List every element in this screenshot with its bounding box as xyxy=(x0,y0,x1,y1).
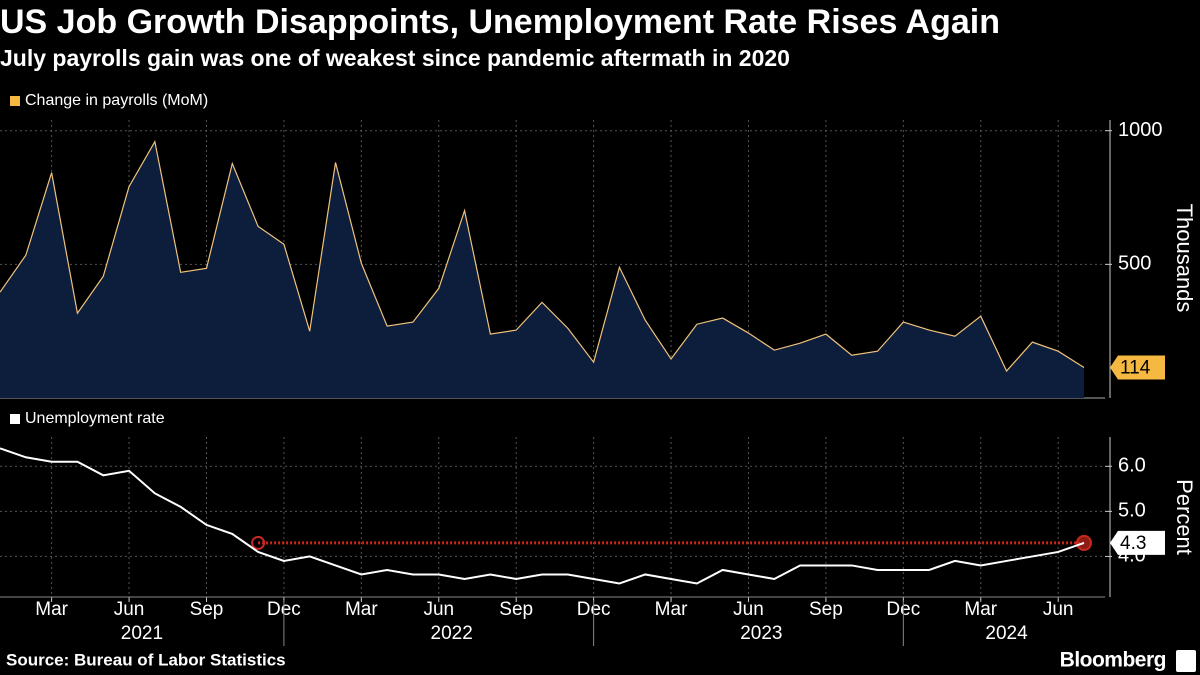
x-year-label: 2022 xyxy=(431,623,473,644)
x-tick-label: Sep xyxy=(499,599,533,620)
y-tick-label: 5.0 xyxy=(1118,500,1146,522)
legend-swatch xyxy=(10,96,20,106)
y-axis-label: Thousands xyxy=(1172,204,1197,313)
y-tick-label: 6.0 xyxy=(1118,455,1146,477)
area xyxy=(0,141,1084,398)
x-tick-label: Mar xyxy=(35,599,68,620)
x-tick-label: Jun xyxy=(423,599,454,620)
legend-swatch xyxy=(10,414,20,424)
last-value-label: 4.3 xyxy=(1120,533,1146,554)
y-axis-label: Percent xyxy=(1172,479,1197,555)
x-year-label: 2021 xyxy=(121,623,163,644)
legend-label: Change in payrolls (MoM) xyxy=(25,92,208,109)
x-tick-label: Jun xyxy=(1043,599,1074,620)
source: Source: Bureau of Labor Statistics xyxy=(6,650,286,669)
y-tick-label: 1000 xyxy=(1118,119,1163,141)
chart-title: US Job Growth Disappoints, Unemployment … xyxy=(0,3,1000,41)
x-tick-label: Jun xyxy=(733,599,764,620)
x-tick-label: Jun xyxy=(114,599,145,620)
x-tick-label: Mar xyxy=(655,599,688,620)
x-tick-label: Mar xyxy=(345,599,378,620)
y-tick-label: 500 xyxy=(1118,253,1151,275)
last-value-label: 114 xyxy=(1120,358,1151,379)
x-tick-label: Mar xyxy=(964,599,997,620)
line xyxy=(0,139,1085,373)
brand: Bloomberg xyxy=(1060,649,1166,672)
x-tick-label: Sep xyxy=(809,599,843,620)
last-value-tag xyxy=(1110,530,1165,555)
brand-icon xyxy=(1176,650,1196,672)
x-year-label: 2023 xyxy=(740,623,782,644)
reference-start xyxy=(251,535,266,550)
x-tick-label: Sep xyxy=(190,599,224,620)
line xyxy=(0,447,1085,585)
x-year-label: 2024 xyxy=(985,623,1028,644)
last-value-tag xyxy=(1110,355,1165,380)
legend-label: Unemployment rate xyxy=(25,410,165,427)
chart-subtitle: July payrolls gain was one of weakest si… xyxy=(0,45,790,71)
